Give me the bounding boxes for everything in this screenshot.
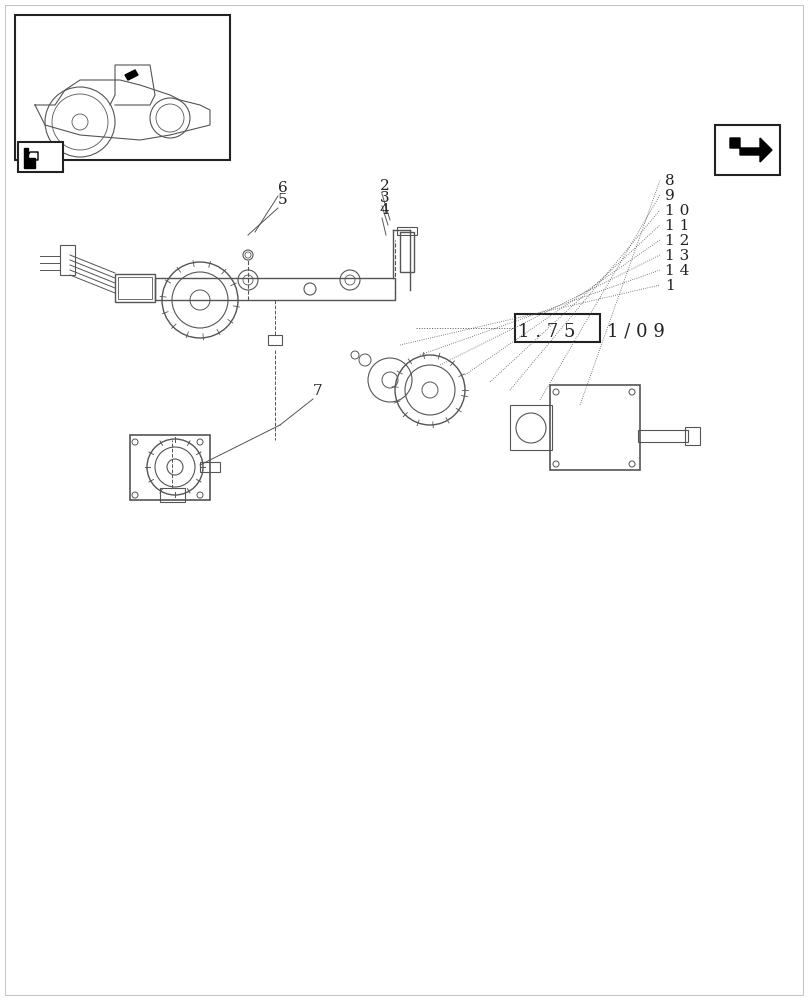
Bar [118, 277, 152, 299]
Bar [60, 245, 75, 275]
Bar [160, 488, 185, 502]
Text: 6: 6 [278, 181, 288, 195]
Text: 2: 2 [380, 179, 389, 193]
Bar [550, 385, 640, 470]
Bar [510, 405, 552, 450]
Polygon shape [730, 138, 772, 162]
Text: 7: 7 [313, 384, 322, 398]
Polygon shape [24, 148, 35, 168]
Bar [685, 427, 700, 445]
Bar [18, 142, 63, 172]
Bar [15, 15, 230, 160]
Text: 3: 3 [380, 191, 389, 205]
Text: 8: 8 [665, 174, 675, 188]
Bar [130, 435, 210, 500]
Bar [515, 314, 600, 342]
Bar [268, 335, 282, 345]
Text: 1 / 0 9: 1 / 0 9 [607, 323, 665, 341]
Bar [400, 232, 414, 272]
Polygon shape [125, 70, 138, 80]
Bar [638, 430, 688, 442]
Bar [155, 278, 395, 300]
Bar [715, 125, 780, 175]
Text: 9: 9 [665, 189, 675, 203]
Text: 5: 5 [278, 193, 288, 207]
Text: 1 3: 1 3 [665, 249, 689, 263]
Text: 1: 1 [665, 279, 675, 293]
Text: 1 2: 1 2 [665, 234, 689, 248]
Text: 1 . 7 5: 1 . 7 5 [518, 323, 575, 341]
Bar [115, 274, 155, 302]
Text: 1 0: 1 0 [665, 204, 689, 218]
Text: 1 1: 1 1 [665, 219, 689, 233]
Bar [397, 227, 417, 235]
Text: 1 4: 1 4 [665, 264, 689, 278]
Text: 4: 4 [380, 203, 389, 217]
Bar [200, 462, 220, 472]
